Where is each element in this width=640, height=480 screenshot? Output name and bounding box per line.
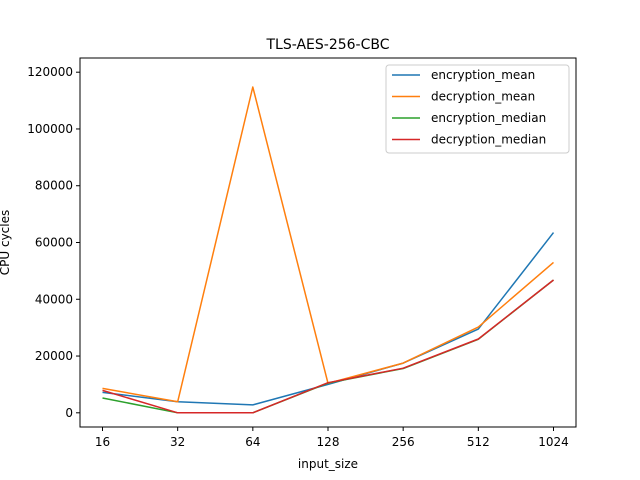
x-tick-label: 512: [467, 435, 490, 449]
legend: encryption_mean decryption_mean encryption…: [385, 64, 570, 154]
x-tick-label: 32: [170, 435, 185, 449]
y-tick-label: 0: [65, 406, 73, 420]
y-axis-ticks: 0 20000 40000 60000 80000 100000 120000: [27, 65, 80, 420]
x-tick-label: 64: [245, 435, 260, 449]
x-axis-ticks: 16 32 64 128 256 512 1024: [95, 427, 569, 449]
x-tick-label: 1024: [538, 435, 569, 449]
y-tick-label: 120000: [27, 65, 73, 79]
legend-label: decryption_mean: [431, 90, 535, 104]
legend-label: encryption_mean: [431, 68, 535, 82]
chart-title: TLS-AES-256-CBC: [265, 37, 389, 53]
series-line-decryption-median: [102, 279, 554, 414]
y-tick-label: 80000: [35, 179, 73, 193]
y-tick-label: 60000: [35, 236, 73, 250]
y-tick-label: 40000: [35, 292, 73, 306]
y-axis-label: CPU cycles: [0, 210, 12, 275]
y-tick-label: 100000: [27, 122, 73, 136]
x-tick-label: 128: [317, 435, 340, 449]
legend-label: decryption_median: [431, 133, 546, 147]
x-tick-label: 16: [95, 435, 110, 449]
series-lines: [102, 86, 555, 414]
legend-label: encryption_median: [431, 111, 546, 125]
x-tick-label: 256: [392, 435, 415, 449]
plot-frame: [79, 57, 577, 428]
y-tick-label: 20000: [35, 349, 73, 363]
x-axis-label: input_size: [298, 457, 358, 471]
legend-box: [385, 64, 570, 154]
